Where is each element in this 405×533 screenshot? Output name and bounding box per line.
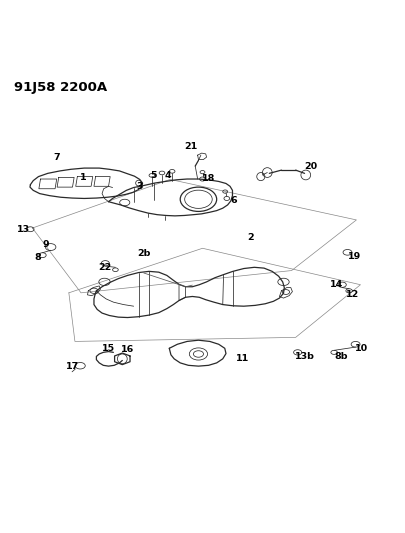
Text: 17: 17 (66, 362, 79, 372)
Text: 91J58 2200A: 91J58 2200A (14, 81, 107, 94)
Text: 14: 14 (330, 280, 343, 289)
Text: 7: 7 (53, 154, 60, 163)
Text: 22: 22 (98, 263, 111, 272)
Text: 3: 3 (136, 182, 143, 191)
Text: 13: 13 (17, 225, 30, 234)
Text: 11: 11 (236, 354, 249, 364)
Text: 5: 5 (150, 171, 156, 180)
Text: 12: 12 (346, 289, 359, 298)
Text: 20: 20 (305, 161, 318, 171)
Text: 9: 9 (42, 240, 49, 249)
Text: 8: 8 (34, 253, 40, 262)
Text: 10: 10 (355, 344, 368, 353)
Text: 2: 2 (247, 233, 254, 242)
Text: 8b: 8b (334, 352, 348, 361)
Text: 2b: 2b (137, 249, 151, 258)
Text: 1: 1 (80, 173, 86, 182)
Text: 6: 6 (231, 196, 237, 205)
Text: 15: 15 (102, 344, 115, 353)
Text: 18: 18 (202, 174, 215, 183)
Text: 13b: 13b (294, 352, 315, 361)
Text: 19: 19 (348, 252, 361, 261)
Text: 16: 16 (121, 345, 134, 354)
Text: 4: 4 (165, 171, 171, 180)
Text: 21: 21 (185, 142, 198, 151)
